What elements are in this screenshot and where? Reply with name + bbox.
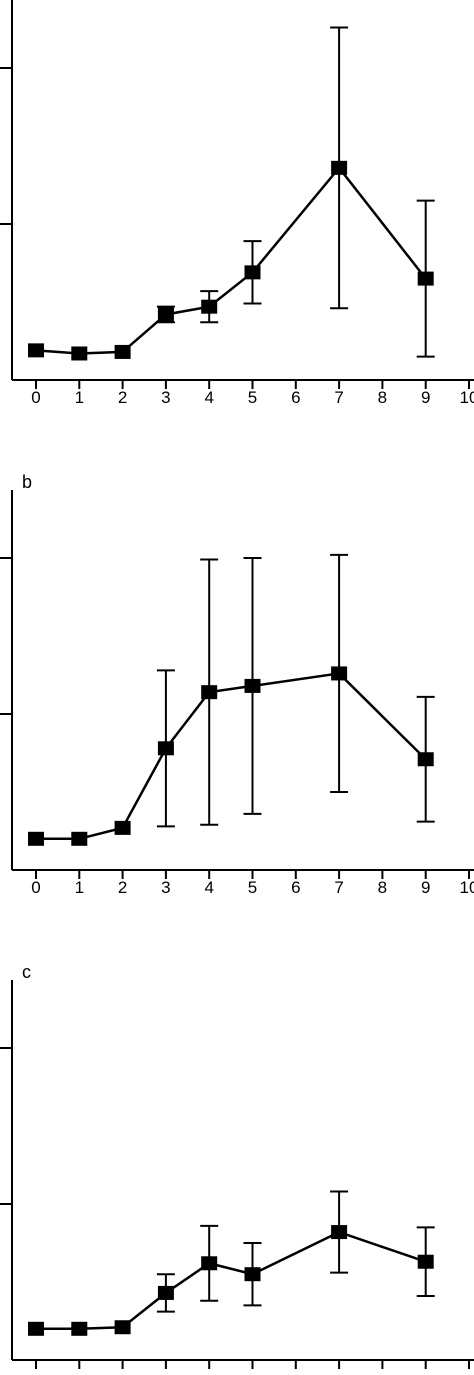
- x-tick-label: 5: [248, 878, 257, 897]
- data-point: [201, 1256, 218, 1271]
- x-tick-label: 2: [118, 878, 127, 897]
- series-line: [35, 165, 427, 355]
- x-tick-label: 4: [204, 878, 213, 897]
- x-tick-label: 6: [291, 388, 300, 407]
- x-tick-label: 5: [248, 388, 257, 407]
- data-point: [71, 1321, 88, 1336]
- data-point: [244, 265, 261, 280]
- x-tick-label: 1: [75, 878, 84, 897]
- x-tick-label: 8: [378, 878, 387, 897]
- data-point: [201, 685, 218, 700]
- data-point: [417, 1254, 434, 1269]
- x-tick-label: 4: [204, 388, 213, 407]
- x-tick-label: 3: [161, 388, 170, 407]
- data-point: [244, 1267, 261, 1282]
- x-tick-label: 2: [118, 388, 127, 407]
- data-point: [331, 160, 348, 175]
- x-tick-label: 9: [421, 878, 430, 897]
- data-point: [331, 1225, 348, 1240]
- data-point: [157, 1285, 174, 1300]
- data-point: [114, 820, 131, 835]
- data-point: [157, 307, 174, 322]
- x-tick-label: 0: [31, 388, 40, 407]
- x-tick-label: 7: [334, 388, 343, 407]
- panel-letter: b: [22, 472, 32, 492]
- x-tick-label: 3: [161, 878, 170, 897]
- data-point: [417, 271, 434, 286]
- chart-panel-b: 0 1 2 3 4 5 6 7 8 9 10 b: [0, 472, 474, 897]
- data-point: [114, 344, 131, 359]
- x-tick-label: 7: [334, 878, 343, 897]
- data-point: [28, 831, 44, 846]
- data-point: [71, 831, 88, 846]
- x-tick-label: 8: [378, 388, 387, 407]
- panel-letter: c: [22, 962, 31, 982]
- x-tick-label: 10: [460, 878, 474, 897]
- data-point: [157, 741, 174, 756]
- chart-panel-a: 0 1 2 3 4 5 6 7 8 9 10: [0, 0, 474, 407]
- series-line: [36, 672, 427, 841]
- data-point: [331, 666, 348, 681]
- data-point: [201, 299, 218, 314]
- data-point: [71, 346, 88, 361]
- x-tick-label: 1: [75, 388, 84, 407]
- chart-panel-c: c: [0, 962, 474, 1369]
- data-point: [244, 678, 261, 693]
- data-point: [28, 343, 44, 358]
- data-point: [417, 752, 434, 767]
- series-line: [36, 1230, 427, 1331]
- x-tick-label: 9: [421, 388, 430, 407]
- data-point: [114, 1320, 131, 1335]
- x-tick-label: 6: [291, 878, 300, 897]
- data-point: [28, 1321, 44, 1336]
- x-tick-label: 10: [460, 388, 474, 407]
- x-tick-label: 0: [31, 878, 40, 897]
